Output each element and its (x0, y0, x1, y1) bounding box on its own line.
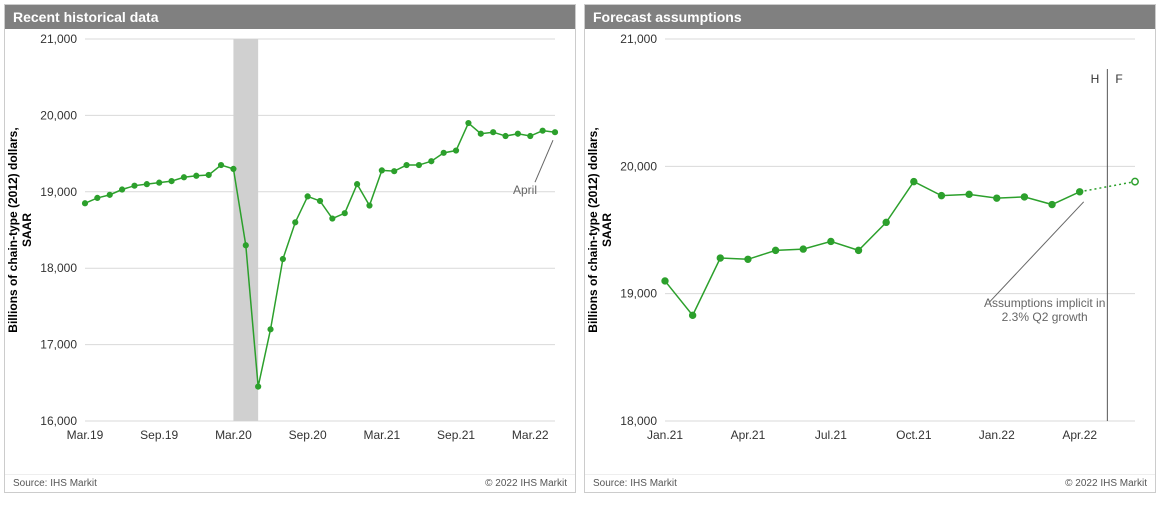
panel-historical: Recent historical data 16,000 17,000 18,00… (4, 4, 576, 493)
svg-text:Apr.22: Apr.22 (1062, 428, 1097, 442)
svg-text:Mar.22: Mar.22 (512, 428, 549, 442)
panel-forecast: Forecast assumptions 18,000 19,000 20,000 2… (584, 4, 1156, 493)
svg-text:18,000: 18,000 (40, 261, 77, 275)
svg-text:19,000: 19,000 (40, 185, 77, 199)
svg-text:Billions of chain-type (2012): Billions of chain-type (2012) dollars,SA… (6, 127, 34, 332)
chart-right: 18,000 19,000 20,000 21,000 Jan.21 Apr.21 Jul.… (585, 29, 1155, 469)
svg-text:H: H (1091, 72, 1100, 86)
svg-text:19,000: 19,000 (620, 287, 657, 301)
svg-text:April: April (513, 183, 537, 197)
svg-text:Mar.20: Mar.20 (215, 428, 252, 442)
panel-historical-footer: Source: IHS Markit © 2022 IHS Markit (5, 474, 575, 492)
source-right: Source: IHS Markit (593, 478, 677, 489)
svg-text:F: F (1115, 72, 1122, 86)
svg-text:Mar.19: Mar.19 (67, 428, 104, 442)
svg-text:Mar.21: Mar.21 (363, 428, 400, 442)
svg-text:Oct.21: Oct.21 (896, 428, 932, 442)
copyright-right: © 2022 IHS Markit (1065, 478, 1147, 489)
panel-forecast-footer: Source: IHS Markit © 2022 IHS Markit (585, 474, 1155, 492)
svg-text:20,000: 20,000 (620, 159, 657, 173)
svg-text:21,000: 21,000 (620, 32, 657, 46)
svg-text:Sep.21: Sep.21 (437, 428, 475, 442)
svg-text:21,000: 21,000 (40, 32, 77, 46)
copyright-left: © 2022 IHS Markit (485, 478, 567, 489)
panels-container: Recent historical data 16,000 17,000 18,00… (0, 0, 1152, 497)
svg-text:Sep.19: Sep.19 (140, 428, 178, 442)
panel-forecast-title: Forecast assumptions (585, 5, 1155, 29)
svg-text:Billions of chain-type (2012): Billions of chain-type (2012) dollars,SA… (586, 127, 614, 332)
panel-historical-title: Recent historical data (5, 5, 575, 29)
svg-text:Sep.20: Sep.20 (289, 428, 327, 442)
svg-text:Jul.21: Jul.21 (815, 428, 847, 442)
panel-forecast-body: 18,000 19,000 20,000 21,000 Jan.21 Apr.21 Jul.… (585, 29, 1155, 474)
svg-text:17,000: 17,000 (40, 338, 77, 352)
svg-text:Assumptions implicit in2.3% Q2: Assumptions implicit in2.3% Q2 growth (984, 296, 1105, 324)
svg-text:Apr.21: Apr.21 (731, 428, 766, 442)
svg-text:18,000: 18,000 (620, 414, 657, 428)
chart-left: 16,000 17,000 18,000 19,000 20,000 21,000 Mar.… (5, 29, 575, 469)
svg-text:Jan.22: Jan.22 (979, 428, 1015, 442)
source-left: Source: IHS Markit (13, 478, 97, 489)
panel-historical-body: 16,000 17,000 18,000 19,000 20,000 21,000 Mar.… (5, 29, 575, 474)
svg-text:16,000: 16,000 (40, 414, 77, 428)
svg-text:Jan.21: Jan.21 (647, 428, 683, 442)
svg-text:20,000: 20,000 (40, 108, 77, 122)
